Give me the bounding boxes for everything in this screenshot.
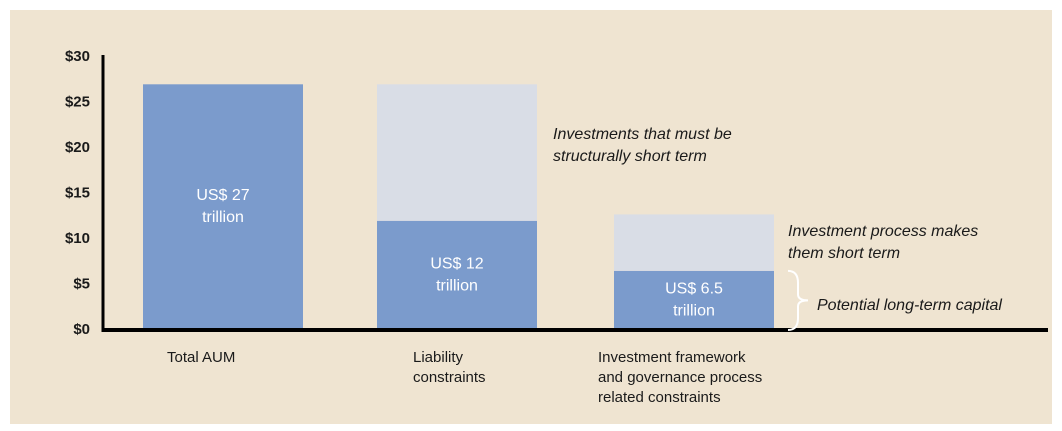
text-line: Liability	[413, 349, 464, 366]
text-line: Investment process makes	[788, 223, 978, 240]
bar-segment	[614, 214, 774, 271]
annotation: Potential long-term capital	[817, 297, 1002, 314]
y-tick-label: $15	[65, 184, 90, 201]
text-line: US$ 27	[196, 187, 249, 204]
text-line: trillion	[673, 303, 715, 320]
text-line: US$ 12	[430, 256, 483, 273]
bar-segment	[614, 270, 774, 330]
x-tick-label: Investment framework and governance proce…	[598, 349, 762, 406]
y-tick-label: $20	[65, 139, 90, 156]
text-line: related constraints	[598, 389, 721, 406]
brace	[787, 269, 809, 331]
y-tick-label: $30	[65, 48, 90, 65]
text-line: trillion	[436, 278, 478, 295]
text-line: Total AUM	[167, 349, 235, 366]
value-label: US$ 6.5 trillion	[665, 281, 723, 320]
text-line: Investments that must be	[553, 126, 732, 143]
bar-segment	[143, 84, 303, 330]
bar-segment	[377, 84, 537, 221]
y-tick-label: $25	[65, 93, 90, 110]
text-line: constraints	[413, 369, 486, 386]
text-line: and governance process	[598, 369, 762, 386]
x-tick-label: Liability constraints	[413, 349, 486, 386]
x-tick-label: Total AUM	[167, 349, 235, 366]
annotation: Investments that must be structurally sho…	[553, 126, 732, 165]
text-line: trillion	[202, 209, 244, 226]
y-tick-label: $0	[73, 321, 90, 338]
value-label: US$ 12 trillion	[430, 256, 483, 295]
text-line: them short term	[788, 245, 900, 262]
y-tick-label: $10	[65, 230, 90, 247]
bar-segment	[377, 220, 537, 330]
text-line: structurally short term	[553, 148, 707, 165]
value-label: US$ 27 trillion	[196, 187, 249, 226]
text-line: Potential long-term capital	[817, 297, 1002, 314]
text-line: Investment framework	[598, 349, 746, 366]
annotation: Investment process makes them short term	[788, 223, 978, 262]
y-tick-label: $5	[73, 275, 90, 292]
text-line: US$ 6.5	[665, 281, 723, 298]
